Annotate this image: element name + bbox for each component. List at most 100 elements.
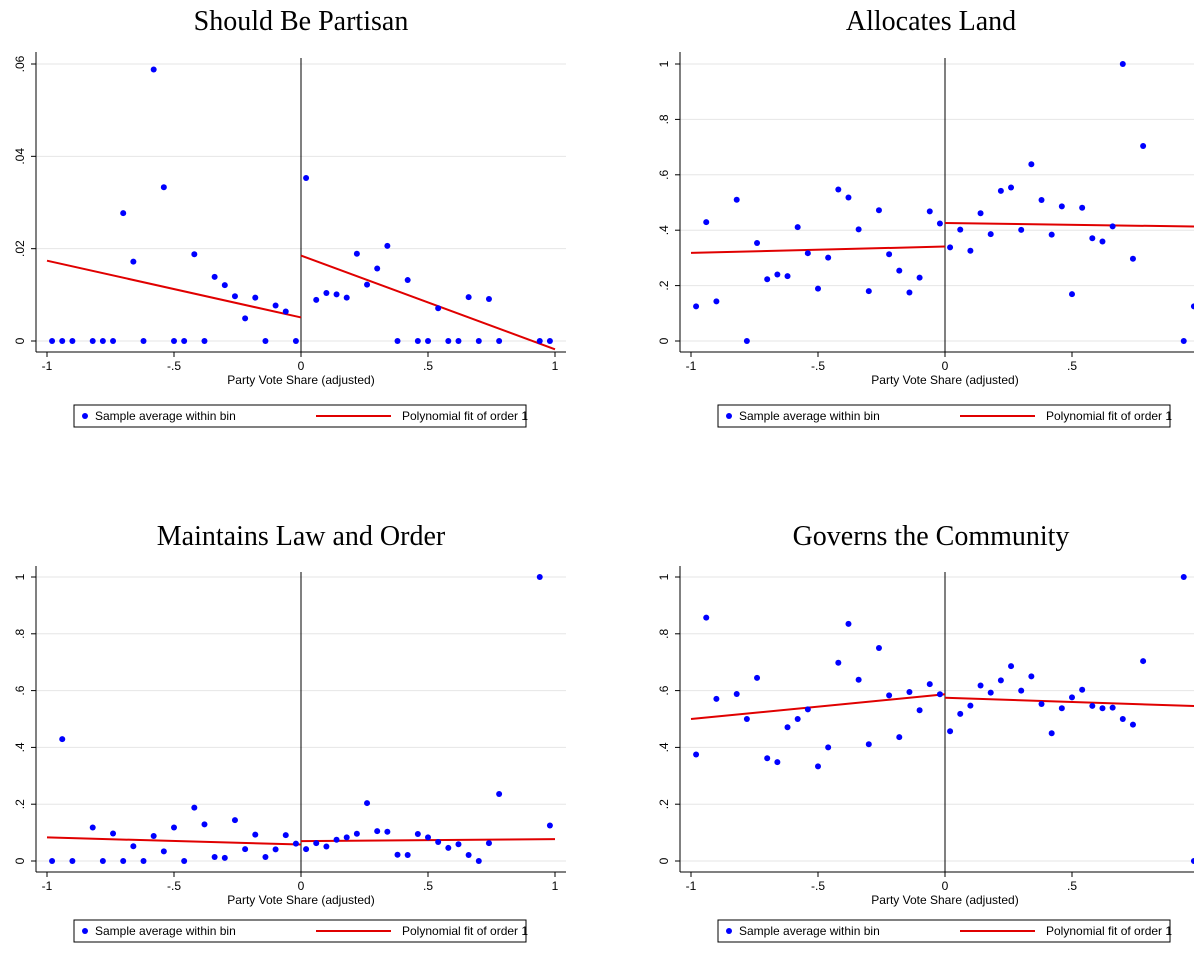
y-tick-label: 0 bbox=[13, 857, 27, 864]
legend-label-points: Sample average within bin bbox=[739, 409, 880, 423]
data-point bbox=[1140, 142, 1147, 149]
data-point bbox=[1089, 702, 1096, 709]
data-point bbox=[211, 273, 218, 280]
legend-label-fit: Polynomial fit of order 1 bbox=[1046, 924, 1172, 938]
x-tick-label: .5 bbox=[423, 359, 433, 373]
legend: Sample average within bin Polynomial fit … bbox=[717, 404, 1172, 428]
data-point bbox=[374, 265, 381, 272]
data-point bbox=[804, 250, 811, 257]
data-point bbox=[394, 851, 401, 858]
data-point bbox=[764, 755, 771, 762]
y-tick-label: 1 bbox=[657, 573, 671, 580]
x-tick-label: 0 bbox=[942, 879, 949, 893]
data-point bbox=[211, 854, 218, 861]
fit-line-segment bbox=[46, 259, 302, 319]
data-point bbox=[384, 828, 391, 835]
data-point bbox=[784, 724, 791, 731]
data-point bbox=[231, 817, 238, 824]
data-point bbox=[815, 763, 821, 770]
data-point bbox=[1069, 291, 1075, 298]
data-point bbox=[282, 832, 289, 839]
data-point bbox=[794, 224, 801, 231]
data-point bbox=[957, 710, 964, 717]
data-point bbox=[774, 271, 781, 278]
x-axis-label: Party Vote Share (adjusted) bbox=[871, 373, 1018, 387]
data-point bbox=[1129, 721, 1136, 728]
data-point bbox=[926, 208, 933, 215]
data-point bbox=[916, 274, 923, 281]
data-point bbox=[845, 194, 852, 201]
y-tick-label: .04 bbox=[13, 148, 27, 165]
data-point bbox=[896, 267, 903, 274]
data-point bbox=[160, 184, 167, 191]
data-point bbox=[364, 800, 371, 807]
data-point bbox=[252, 294, 259, 301]
data-point bbox=[693, 751, 700, 758]
data-point bbox=[282, 308, 289, 315]
data-point bbox=[815, 285, 821, 292]
data-point bbox=[303, 175, 310, 182]
data-point bbox=[896, 734, 903, 741]
y-tick-label: .2 bbox=[657, 280, 671, 290]
data-point bbox=[89, 824, 96, 831]
data-point bbox=[374, 828, 381, 835]
data-point bbox=[774, 759, 781, 766]
data-point bbox=[1089, 235, 1096, 242]
data-point bbox=[49, 858, 56, 864]
y-tick-label: .4 bbox=[657, 225, 671, 235]
data-point bbox=[713, 298, 720, 305]
data-point bbox=[333, 291, 340, 298]
x-tick-label: -1 bbox=[686, 879, 697, 893]
data-point bbox=[445, 338, 452, 344]
legend-frame bbox=[73, 404, 527, 428]
data-point bbox=[231, 293, 238, 300]
data-point bbox=[242, 846, 249, 853]
data-point bbox=[784, 273, 791, 280]
x-axis-label: Party Vote Share (adjusted) bbox=[227, 893, 374, 907]
data-point bbox=[1180, 338, 1187, 344]
legend-frame bbox=[717, 404, 1171, 428]
data-point bbox=[804, 706, 811, 713]
data-point bbox=[262, 338, 269, 344]
chart-panel-2: Allocates Land 0 .2 .4 .6 .8 1 -1 -.5 0 .5 Party Vo… bbox=[657, 6, 1194, 428]
data-point bbox=[875, 207, 882, 214]
data-point bbox=[425, 338, 431, 344]
fit-line-segment bbox=[46, 836, 302, 846]
data-point bbox=[69, 858, 76, 864]
x-tick-label: .5 bbox=[1067, 359, 1077, 373]
data-point bbox=[435, 838, 442, 845]
data-point bbox=[987, 689, 994, 696]
data-point bbox=[425, 834, 431, 841]
data-point bbox=[733, 691, 740, 698]
data-point bbox=[171, 824, 177, 831]
fit-line-segment bbox=[944, 221, 1194, 228]
data-point bbox=[1109, 704, 1116, 711]
chart-panel-1: Should Be Partisan 0 .02 .04 .06 -1 -.5 0 .5 1 Par… bbox=[13, 6, 566, 428]
data-point bbox=[496, 790, 503, 797]
y-tick-label: 1 bbox=[657, 60, 671, 67]
data-point bbox=[292, 840, 299, 847]
legend-marker-points bbox=[726, 413, 732, 419]
data-point bbox=[130, 258, 137, 265]
data-point bbox=[1140, 658, 1147, 665]
data-point bbox=[764, 276, 771, 283]
y-tick-label: 0 bbox=[657, 857, 671, 864]
data-point bbox=[384, 242, 391, 249]
data-point bbox=[825, 254, 832, 261]
legend: Sample average within bin Polynomial fit … bbox=[73, 404, 528, 428]
data-point bbox=[936, 220, 943, 227]
y-tick-label: 1 bbox=[13, 573, 27, 580]
x-tick-label: -1 bbox=[42, 359, 53, 373]
data-point bbox=[465, 852, 472, 859]
data-point bbox=[181, 338, 188, 344]
data-point bbox=[69, 338, 76, 344]
data-point bbox=[977, 682, 984, 689]
data-point bbox=[140, 858, 147, 864]
data-point bbox=[171, 338, 177, 344]
legend-label-points: Sample average within bin bbox=[95, 924, 236, 938]
fit-line-segment bbox=[300, 254, 556, 351]
data-point bbox=[703, 614, 710, 621]
data-point bbox=[916, 707, 923, 714]
chart-panel-4: Governs the Community 0 .2 .4 .6 .8 1 -1 -.5 0 .5 P… bbox=[657, 521, 1194, 943]
data-point bbox=[693, 303, 700, 310]
